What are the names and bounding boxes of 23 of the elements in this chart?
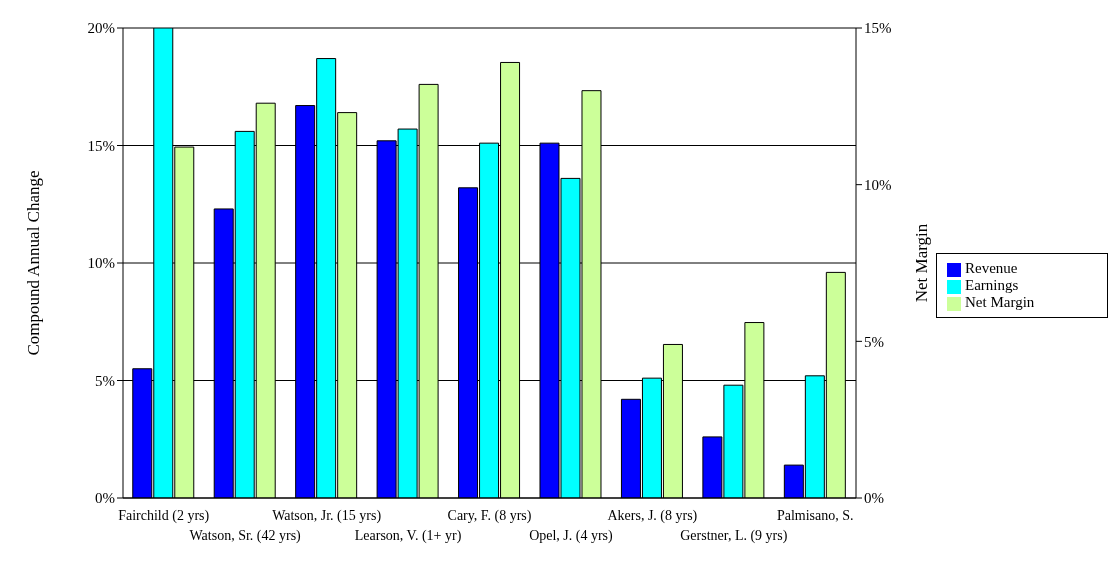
y-tick-label: 0% xyxy=(95,490,115,507)
x-tick-label: Opel, J. (4 yrs) xyxy=(529,528,614,544)
x-tick-label: Fairchild (2 yrs) xyxy=(118,508,210,524)
legend-label: Revenue xyxy=(965,260,1018,276)
y2-tick-label: 10% xyxy=(864,176,892,193)
y-tick-label: 10% xyxy=(87,255,115,272)
y2-tick-label: 15% xyxy=(864,20,892,37)
legend-label: Net Margin xyxy=(965,294,1035,310)
y-axis-title: Compound Annual Change xyxy=(24,170,44,356)
x-tick-label: Palmisano, S. xyxy=(776,508,854,523)
x-tick-label: Cary, F. (8 yrs) xyxy=(447,508,532,524)
legend-label: Earnings xyxy=(965,277,1019,293)
x-tick-label: Watson, Sr. (42 yrs) xyxy=(189,528,302,544)
y2-tick-label: 0% xyxy=(864,490,884,507)
x-tick-label: Watson, Jr. (15 yrs) xyxy=(272,508,382,524)
y2-axis-title: Net Margin xyxy=(912,223,932,303)
y2-tick-label: 5% xyxy=(864,333,884,350)
y-tick-label: 15% xyxy=(87,137,115,154)
y-tick-label: 5% xyxy=(95,372,115,389)
x-tick-label: Akers, J. (8 yrs) xyxy=(607,508,698,524)
x-tick-label: Learson, V. (1+ yr) xyxy=(354,528,462,544)
y-tick-label: 20% xyxy=(87,20,115,37)
x-tick-label: Gerstner, L. (9 yrs) xyxy=(680,528,788,544)
